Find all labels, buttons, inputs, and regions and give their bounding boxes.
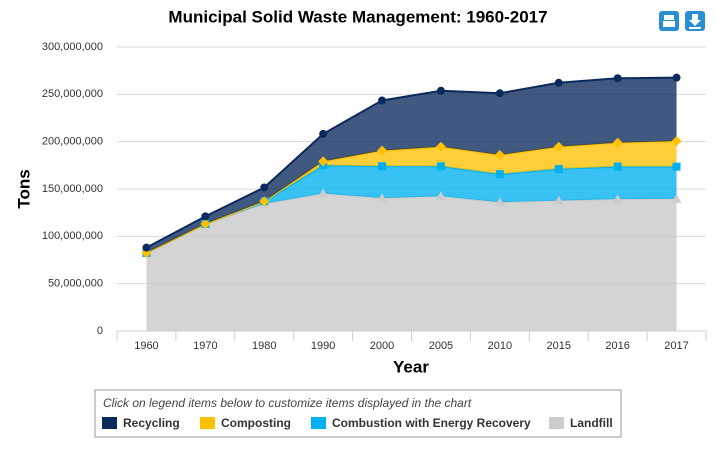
marker [612, 137, 623, 148]
legend-hint: Click on legend items below to customize… [103, 396, 472, 410]
legend-box [94, 389, 622, 438]
y-axis-title: Tons [14, 169, 33, 208]
x-tick-label: 2016 [605, 340, 629, 352]
legend-item[interactable]: Composting [200, 416, 291, 430]
x-tick-label: 1980 [252, 340, 276, 352]
x-tick-label: 2005 [429, 340, 453, 352]
download-button[interactable] [685, 11, 705, 31]
x-tick-label: 1970 [193, 340, 217, 352]
marker [672, 73, 681, 82]
marker [554, 78, 563, 87]
marker [435, 191, 446, 201]
marker [259, 196, 270, 207]
legend-label: Landfill [570, 416, 613, 430]
legend-label: Composting [221, 416, 291, 430]
y-tick-label: 200,000,000 [42, 136, 103, 148]
marker [378, 96, 387, 105]
legend-label: Combustion with Energy Recovery [332, 416, 531, 430]
marker [318, 188, 329, 198]
legend-swatch [102, 417, 117, 429]
area [146, 141, 677, 253]
marker [613, 162, 622, 171]
y-tick-label: 250,000,000 [42, 88, 103, 100]
chart-title: Municipal Solid Waste Management: 1960-2… [168, 7, 547, 26]
y-tick-label: 100,000,000 [42, 230, 103, 242]
x-tick-label: 1960 [134, 340, 158, 352]
marker [613, 74, 622, 83]
y-tick-label: 300,000,000 [42, 41, 103, 53]
marker [378, 162, 387, 171]
marker [200, 218, 211, 229]
area [146, 165, 677, 253]
x-tick-label: 2015 [547, 340, 571, 352]
x-tick-label: 1990 [311, 340, 335, 352]
marker [671, 193, 682, 203]
y-tick-label: 50,000,000 [48, 278, 103, 290]
marker [553, 141, 564, 152]
marker [494, 197, 505, 207]
marker [377, 193, 388, 203]
marker [495, 170, 504, 179]
marker [142, 243, 151, 252]
marker [554, 164, 563, 173]
x-axis-title: Year [393, 357, 429, 376]
marker [201, 212, 210, 221]
marker [553, 195, 564, 205]
marker [318, 156, 329, 167]
legend-swatch [311, 417, 326, 429]
legend-swatch [200, 417, 215, 429]
area [146, 193, 677, 331]
legend-item[interactable]: Recycling [102, 416, 180, 430]
x-tick-label: 2017 [664, 340, 688, 352]
legend-label: Recycling [123, 416, 180, 430]
marker [435, 141, 446, 152]
marker [672, 162, 681, 171]
marker [612, 194, 623, 204]
area [146, 77, 677, 253]
marker [436, 162, 445, 171]
marker [495, 89, 504, 98]
legend-item[interactable]: Landfill [549, 416, 613, 430]
marker [671, 136, 682, 147]
x-tick-label: 2010 [488, 340, 512, 352]
area-line [145, 76, 677, 249]
legend-swatch [549, 417, 564, 429]
y-tick-label: 150,000,000 [42, 183, 103, 195]
x-tick-label: 2000 [370, 340, 394, 352]
marker [260, 183, 269, 192]
marker [436, 86, 445, 95]
marker [377, 145, 388, 156]
marker [494, 150, 505, 161]
marker [319, 129, 328, 138]
print-button[interactable] [659, 11, 679, 31]
legend-item[interactable]: Combustion with Energy Recovery [311, 416, 531, 430]
y-tick-label: 0 [97, 325, 103, 337]
